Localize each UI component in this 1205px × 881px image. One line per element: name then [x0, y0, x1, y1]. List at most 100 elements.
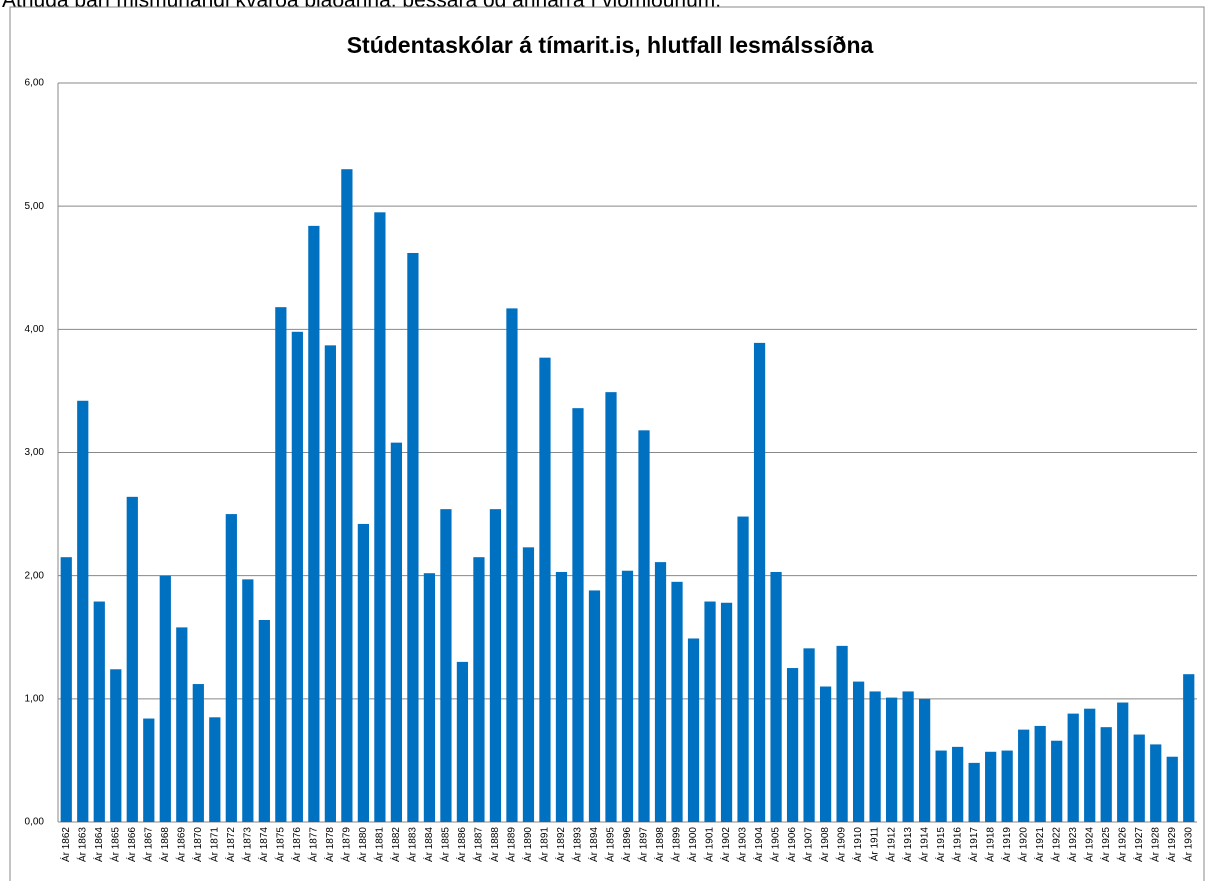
x-tick-label: Ár 1880 [356, 827, 369, 862]
y-tick-label: 0,00 [25, 817, 45, 828]
y-tick-label: 4,00 [25, 324, 45, 335]
bar [110, 669, 122, 822]
x-tick-label: Ár 1868 [158, 827, 171, 862]
x-tick-label: Ár 1928 [1148, 827, 1161, 862]
x-tick-label: Ár 1893 [571, 827, 584, 862]
x-tick-label: Ár 1889 [505, 827, 518, 862]
bar [605, 392, 617, 822]
x-tick-label: Ár 1916 [950, 827, 963, 862]
bar [60, 557, 72, 822]
bar [952, 746, 964, 822]
x-tick-label: Ár 1925 [1099, 827, 1112, 862]
x-tick-label: Ár 1867 [141, 827, 154, 862]
bar [126, 496, 138, 822]
bar [341, 169, 353, 822]
x-tick-label: Ár 1922 [1049, 827, 1062, 862]
bar [786, 668, 799, 822]
bar [753, 342, 766, 822]
bar [324, 345, 336, 822]
bar [1051, 740, 1063, 822]
bar [374, 212, 386, 822]
x-tick-label: Ár 1899 [670, 827, 683, 862]
bar [539, 357, 551, 822]
x-tick-label: Ár 1864 [92, 827, 105, 862]
bar [638, 430, 650, 822]
x-tick-label: Ár 1866 [125, 827, 138, 862]
bar [935, 750, 947, 822]
x-tick-label: Ár 1894 [587, 827, 600, 862]
x-tick-label: Ár 1885 [439, 827, 452, 862]
x-tick-label: Ár 1875 [273, 827, 286, 862]
bar [1067, 713, 1079, 822]
x-tick-label: Ár 1870 [191, 827, 204, 862]
bar [1001, 750, 1013, 822]
bar [919, 698, 931, 822]
x-tick-label: Ár 1881 [373, 827, 386, 862]
x-tick-label: Ár 1905 [769, 827, 782, 862]
bar [1133, 734, 1145, 822]
x-tick-label: Ár 1924 [1082, 827, 1095, 862]
bar [886, 697, 898, 822]
x-tick-label: Ár 1863 [75, 827, 88, 862]
x-tick-label: Ár 1886 [455, 827, 468, 862]
bar [704, 601, 716, 822]
bar [869, 691, 881, 822]
x-tick-label: Ár 1897 [637, 827, 650, 862]
x-tick-label: Ár 1907 [802, 827, 815, 862]
bar [242, 579, 254, 822]
x-tick-label: Ár 1879 [340, 827, 353, 862]
bar [852, 681, 865, 822]
x-tick-label: Ár 1895 [604, 827, 617, 862]
x-tick-label: Ár 1892 [554, 827, 567, 862]
bar [836, 645, 848, 822]
x-tick-label: Ár 1923 [1066, 827, 1079, 862]
bar [1018, 729, 1030, 822]
x-tick-label: Ár 1926 [1115, 827, 1128, 862]
bar [93, 601, 105, 822]
x-tick-label: Ár 1887 [472, 827, 485, 862]
x-tick-label: Ár 1882 [389, 827, 402, 862]
x-tick-label: Ár 1918 [983, 827, 996, 862]
x-tick-label: Ár 1898 [653, 827, 666, 862]
bar [1166, 756, 1178, 822]
bar [192, 684, 204, 822]
y-tick-label: 1,00 [25, 693, 45, 704]
y-tick-label: 6,00 [25, 78, 45, 89]
bar [357, 523, 369, 822]
x-tick-label: Ár 1929 [1165, 827, 1178, 862]
x-tick-label: Ár 1862 [59, 827, 72, 862]
bar [671, 581, 683, 822]
bar [143, 718, 155, 822]
x-tick-label: Ár 1896 [620, 827, 633, 862]
bar [968, 762, 980, 822]
x-tick-label: Ár 1888 [488, 827, 501, 862]
x-tick-label: Ár 1873 [240, 827, 253, 862]
x-tick-label: Ár 1914 [917, 827, 930, 862]
y-tick-label: 5,00 [25, 201, 45, 212]
bar [621, 570, 634, 822]
bar [1084, 708, 1096, 822]
x-tick-label: Ár 1919 [1000, 827, 1013, 862]
bar [159, 575, 171, 822]
bar [1183, 674, 1195, 822]
x-tick-label: Ár 1900 [686, 827, 699, 862]
bar [423, 573, 436, 822]
x-tick-label: Ár 1915 [934, 827, 947, 862]
bar [440, 509, 452, 822]
bar [555, 571, 568, 822]
x-tick-label: Ár 1878 [323, 827, 336, 862]
bar [225, 514, 237, 822]
x-tick-label: Ár 1904 [752, 827, 765, 862]
bar [308, 225, 320, 822]
x-tick-label: Ár 1890 [521, 827, 534, 862]
bar [720, 602, 733, 822]
bar [985, 751, 997, 822]
bar [275, 307, 287, 822]
bar [77, 400, 89, 822]
x-tick-label: Ár 1891 [538, 827, 551, 862]
bar [390, 442, 403, 822]
x-tick-label: Ár 1908 [818, 827, 831, 862]
x-tick-label: Ár 1902 [719, 827, 732, 862]
x-tick-label: Ár 1865 [108, 827, 121, 862]
